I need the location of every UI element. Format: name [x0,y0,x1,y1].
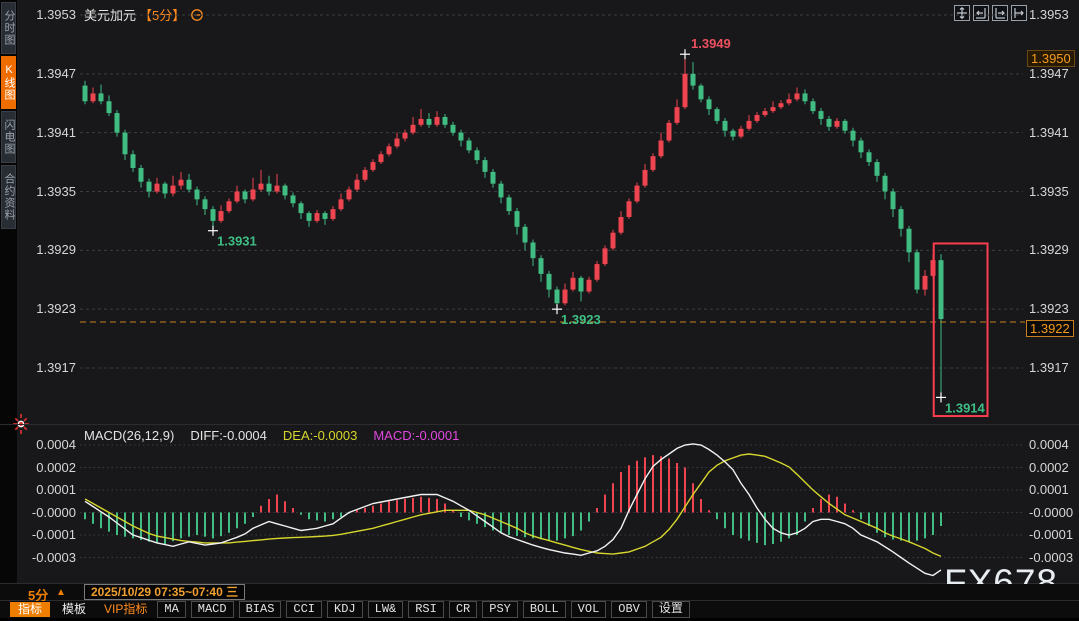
axis-scale-left-icon[interactable] [973,5,989,21]
price-label-left: 1.3917 [36,360,76,375]
toolbar-item-CR[interactable]: CR [448,601,478,618]
toolbar-item-PSY[interactable]: PSY [482,601,518,618]
toolbar-divider [0,600,1079,601]
indicator-toolbar: 指标 模板 VIP指标 MA MACD BIAS CCI KDJ LW& RSI CR PSY BOLL… [0,601,1079,618]
dea-line [84,453,942,558]
svg-text:1.3923: 1.3923 [561,312,601,327]
toolbar-item-MACD[interactable]: MACD [190,601,234,618]
price-label-left: 1.3953 [36,7,76,22]
price-label-left: 1.3929 [36,242,76,258]
toolbar-item-OBV[interactable]: OBV [611,601,647,618]
macd-indicator-header: MACD(26,12,9) DIFF:-0.0004 DEA:-0.0003 M… [84,428,459,443]
period-arrow-icon[interactable]: ▲ [56,587,66,598]
price-label-right: 1.3935 [1029,183,1069,199]
macd-axis-label-left: 0.0001 [36,482,76,497]
axis-scale-right-icon[interactable] [992,5,1008,21]
panel-divider [0,424,1079,425]
session-high-tag: 1.3950 [1027,50,1075,67]
toolbar-item-指标[interactable]: 指标 [10,602,51,617]
svg-text:1.3914: 1.3914 [945,400,986,415]
macd-axis-label-right: -0.0001 [1029,527,1074,542]
price-label-right: 1.3923 [1029,301,1069,317]
macd-axis-label-left: -0.0003 [31,549,76,565]
macd-dea-value: DEA:-0.0003 [282,428,358,443]
macd-axis-label-right: -0.0003 [1029,549,1074,565]
macd-axis-label-left: 0.0002 [36,459,76,475]
price-label-right: 1.3929 [1029,242,1069,258]
price-label-right: 1.3941 [1029,124,1069,140]
price-label-left: 1.3947 [36,65,76,81]
sidebar-item-1[interactable]: K线图 [1,56,16,109]
toolbar-item-设置[interactable]: 设置 [651,601,690,618]
candles-layer [82,54,944,398]
macd-axis-label-right: 0.0001 [1029,482,1069,497]
chart-toolbar [954,5,1027,21]
candle-time-range: 2025/10/29 07:35~07:40 三 [84,584,246,600]
toolbar-item-BIAS[interactable]: BIAS [238,601,282,618]
price-label-right: 1.3917 [1029,360,1069,375]
macd-panel [84,443,942,577]
shift-right-icon[interactable] [1011,5,1027,21]
macd-axis-label-right: -0.0000 [1029,504,1074,520]
toolbar-item-VOL[interactable]: VOL [570,601,607,618]
price-label-left: 1.3941 [36,124,76,140]
macd-diff-value: DIFF:-0.0004 [190,428,267,443]
status-bar: 5分 ▲ 2025/10/29 07:35~07:40 三 [0,584,1079,603]
highlight-box [932,242,989,418]
price-label-right: 1.3947 [1029,65,1069,81]
macd-axis-label-right: 0.0002 [1029,459,1069,475]
macd-axis-label-left: -0.0001 [31,527,76,542]
macd-name: MACD(26,12,9) [84,428,175,443]
period-selector[interactable]: 5分 [28,588,49,603]
toolbar-item-BOLL[interactable]: BOLL [522,601,566,618]
toolbar-item-KDJ[interactable]: KDJ [327,601,363,618]
pan-tool-icon[interactable] [954,5,970,21]
toolbar-item-MA[interactable]: MA [157,601,186,618]
toolbar-item-VIP指标[interactable]: VIP指标 [104,602,148,616]
toolbar-item-RSI[interactable]: RSI [408,601,444,618]
period-badge: 【5分】 [139,8,186,23]
sidebar-item-0[interactable]: 分时图 [1,2,16,54]
left-sidebar: 分时图 K线图闪电图合约资料 [0,0,17,583]
bottom-strip [0,618,1079,621]
price-label-right: 1.3953 [1029,7,1069,22]
toolbar-item-模板[interactable]: 模板 [62,602,87,616]
macd-axis-label-left: 0.0004 [36,437,76,452]
macd-axis-label-right: 0.0004 [1029,437,1069,452]
diff-line [84,443,942,577]
svg-text:1.3931: 1.3931 [217,234,257,249]
annotations: 1.3949 1.3931 1.3923 1.3914 [208,36,986,415]
macd-axis-label-left: -0.0000 [31,504,76,520]
svg-text:1.3949: 1.3949 [691,36,731,51]
toolbar-item-CCI[interactable]: CCI [286,601,323,618]
price-label-left: 1.3923 [36,301,76,317]
price-label-left: 1.3935 [36,183,76,199]
status-divider [0,583,1079,584]
toolbar-item-LW&[interactable]: LW& [367,601,404,618]
sidebar-item-3[interactable]: 合约资料 [1,165,16,229]
current-price-tag: 1.3922 [1026,320,1074,337]
sidebar-item-2[interactable]: 闪电图 [1,111,16,163]
macd-macd-value: MACD:-0.0001 [373,428,460,443]
